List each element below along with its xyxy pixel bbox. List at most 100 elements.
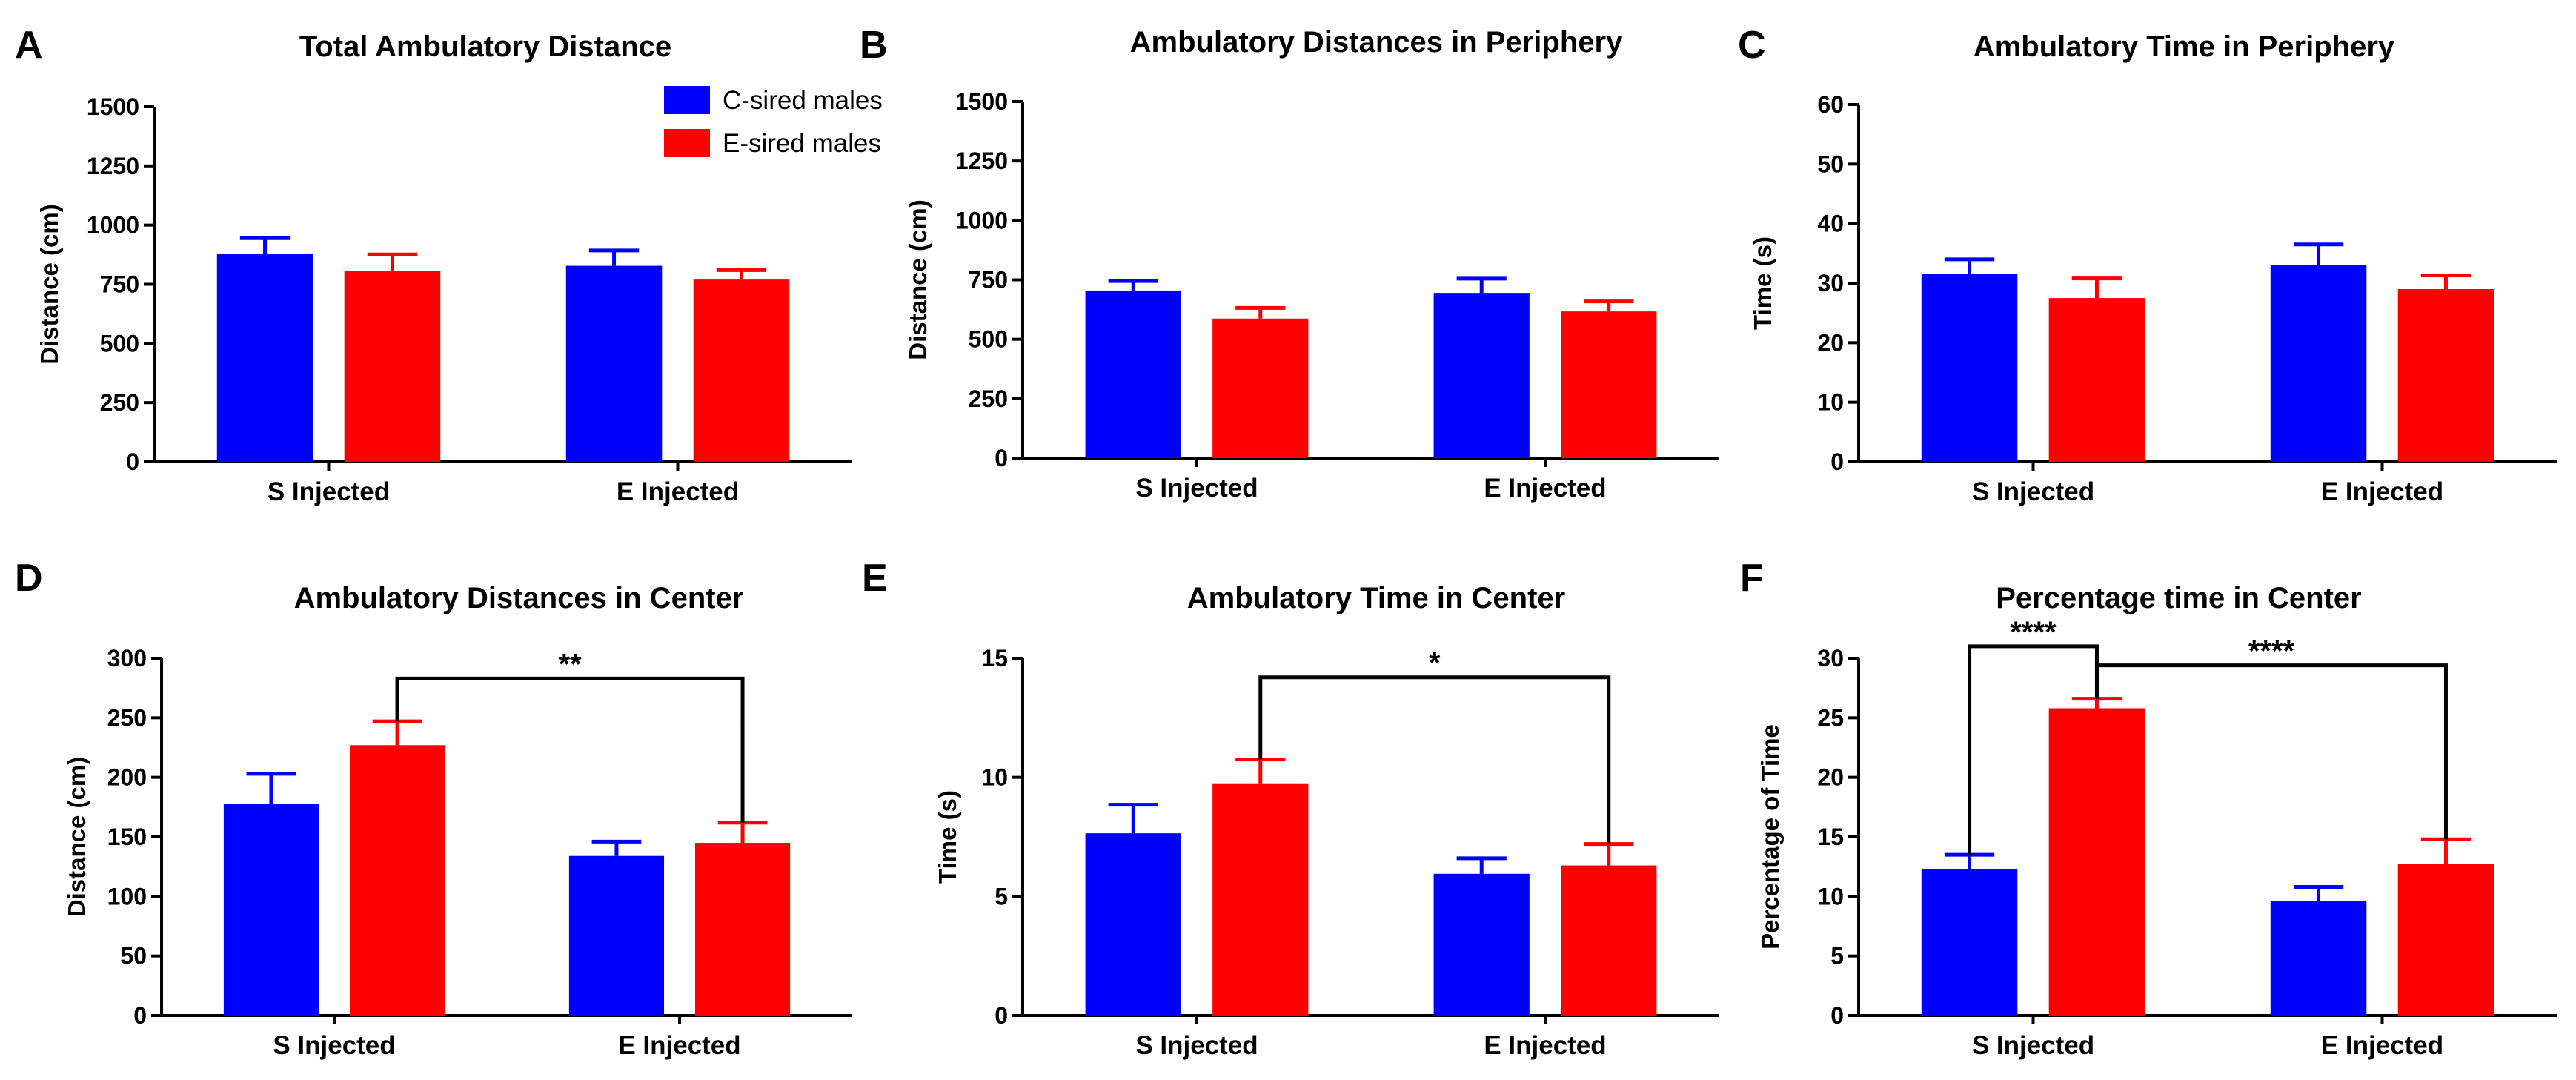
x-tick-label: S Injected — [1135, 474, 1258, 503]
x-tick-label: S Injected — [273, 1031, 395, 1060]
bar-e-sired-s-injected — [349, 745, 445, 1016]
x-tick-label: E Injected — [2321, 477, 2443, 506]
panel-letter: C — [1738, 24, 1766, 67]
panel-c: C Ambulatory Time in Periphery Time (s) 0 10… — [1738, 24, 2557, 506]
y-tick-label: 20 — [1817, 329, 1844, 356]
panel-title: Percentage time in Center — [1996, 582, 2362, 614]
bar-e-sired-s-injected — [2048, 708, 2145, 1016]
y-tick-label: 10 — [981, 764, 1008, 791]
bar-e-sired-s-injected — [2048, 298, 2145, 462]
y-tick-label: 750 — [969, 267, 1008, 294]
bar-c-sired-e-injected — [568, 855, 665, 1016]
bar-e-sired-e-injected — [1561, 311, 1657, 458]
y-tick-label: 150 — [107, 824, 147, 850]
y-axis-label: Percentage of Time — [1756, 724, 1784, 950]
y-tick-label: 250 — [107, 704, 147, 731]
y-tick-label: 50 — [1817, 150, 1844, 177]
bar-e-sired-s-injected — [1212, 318, 1309, 458]
x-tick-label: E Injected — [618, 1031, 740, 1060]
x-tick-label: E Injected — [2321, 1031, 2443, 1060]
bar-e-sired-e-injected — [2397, 289, 2494, 462]
bar-c-sired-e-injected — [1433, 873, 1530, 1016]
y-tick-label: 5 — [995, 883, 1008, 910]
y-axis-label: Distance (cm) — [904, 199, 932, 360]
y-tick-label: 1500 — [955, 88, 1008, 115]
panel-b: B Ambulatory Distances in Periphery Distan… — [860, 24, 1719, 503]
panel-letter: F — [1740, 557, 1764, 600]
x-tick-label: E Injected — [1484, 474, 1606, 503]
y-tick-label: 25 — [1817, 704, 1844, 731]
y-tick-label: 1250 — [955, 148, 1008, 174]
x-tick-label: E Injected — [1484, 1031, 1606, 1060]
y-tick-label: 200 — [107, 764, 147, 791]
y-tick-label: 100 — [107, 883, 147, 910]
bar-e-sired-s-injected — [344, 270, 441, 462]
y-tick-label: 500 — [100, 330, 139, 357]
y-tick-label: 0 — [133, 1002, 147, 1029]
panel-d: D Ambulatory Distances in Center Distance … — [15, 557, 852, 1060]
significance-bracket — [1258, 675, 1611, 844]
panel-title: Ambulatory Time in Center — [1187, 582, 1565, 614]
bar-c-sired-e-injected — [2270, 901, 2367, 1016]
bar-c-sired-e-injected — [2270, 265, 2367, 462]
y-tick-label: 1000 — [87, 212, 139, 239]
legend-swatch-c-sired — [664, 86, 710, 114]
significance-label: ** — [558, 648, 582, 680]
legend-swatch-e-sired — [664, 129, 710, 157]
y-tick-label: 60 — [1817, 91, 1844, 118]
bar-c-sired-s-injected — [1921, 869, 2018, 1016]
panel-a: A Total Ambulatory Distance Distance (cm) 0… — [15, 24, 852, 506]
y-tick-label: 10 — [1817, 389, 1844, 416]
panel-letter: A — [15, 24, 43, 67]
panel-e: E Ambulatory Time in Center Time (s) 0 5 10 15… — [862, 557, 1719, 1060]
y-tick-label: 1250 — [87, 153, 139, 179]
bar-e-sired-e-injected — [2397, 864, 2494, 1016]
y-tick-label: 50 — [120, 943, 147, 970]
significance-label: **** — [2248, 635, 2295, 668]
significance-label: * — [1429, 647, 1441, 680]
panel-letter: D — [15, 557, 43, 600]
y-axis-label: Time (s) — [934, 790, 961, 884]
legend: C-sired males E-sired males — [664, 86, 883, 158]
bar-c-sired-s-injected — [1921, 274, 2018, 462]
bar-e-sired-s-injected — [1212, 783, 1309, 1016]
bar-c-sired-s-injected — [223, 804, 319, 1016]
y-axis-label: Distance (cm) — [36, 204, 63, 364]
y-tick-label: 0 — [995, 1002, 1008, 1029]
panel-title: Ambulatory Distances in Center — [294, 582, 744, 614]
y-tick-label: 300 — [107, 645, 147, 672]
x-tick-label: S Injected — [1972, 477, 2094, 506]
bar-c-sired-s-injected — [1085, 290, 1181, 458]
y-tick-label: 20 — [1817, 764, 1844, 791]
y-tick-label: 0 — [1830, 1002, 1844, 1029]
panel-letter: E — [862, 557, 888, 600]
significance-label: **** — [2010, 616, 2057, 649]
x-tick-label: S Injected — [1972, 1031, 2094, 1060]
y-tick-label: 15 — [981, 645, 1008, 672]
y-axis-label: Distance (cm) — [63, 757, 90, 917]
y-tick-label: 5 — [1830, 943, 1844, 970]
y-tick-label: 500 — [969, 326, 1008, 353]
y-tick-label: 30 — [1817, 270, 1844, 296]
y-tick-label: 250 — [100, 389, 139, 416]
panel-title: Total Ambulatory Distance — [299, 30, 671, 63]
legend-label-e-sired: E-sired males — [723, 129, 881, 158]
y-tick-label: 0 — [1830, 448, 1844, 475]
bar-c-sired-s-injected — [216, 253, 313, 462]
bar-c-sired-s-injected — [1085, 833, 1181, 1016]
x-tick-label: S Injected — [268, 477, 390, 506]
y-tick-label: 40 — [1817, 211, 1844, 237]
y-tick-label: 0 — [995, 445, 1008, 471]
panel-letter: B — [860, 24, 888, 67]
panel-title: Ambulatory Distances in Periphery — [1130, 26, 1623, 59]
y-tick-label: 15 — [1817, 824, 1844, 850]
y-tick-label: 750 — [100, 271, 139, 298]
y-tick-label: 1500 — [87, 93, 139, 120]
bar-c-sired-e-injected — [565, 265, 663, 462]
bar-e-sired-e-injected — [693, 279, 790, 462]
y-tick-label: 1000 — [955, 207, 1008, 233]
bar-e-sired-e-injected — [1561, 865, 1657, 1016]
y-tick-label: 30 — [1817, 645, 1844, 672]
bar-e-sired-e-injected — [694, 843, 791, 1016]
